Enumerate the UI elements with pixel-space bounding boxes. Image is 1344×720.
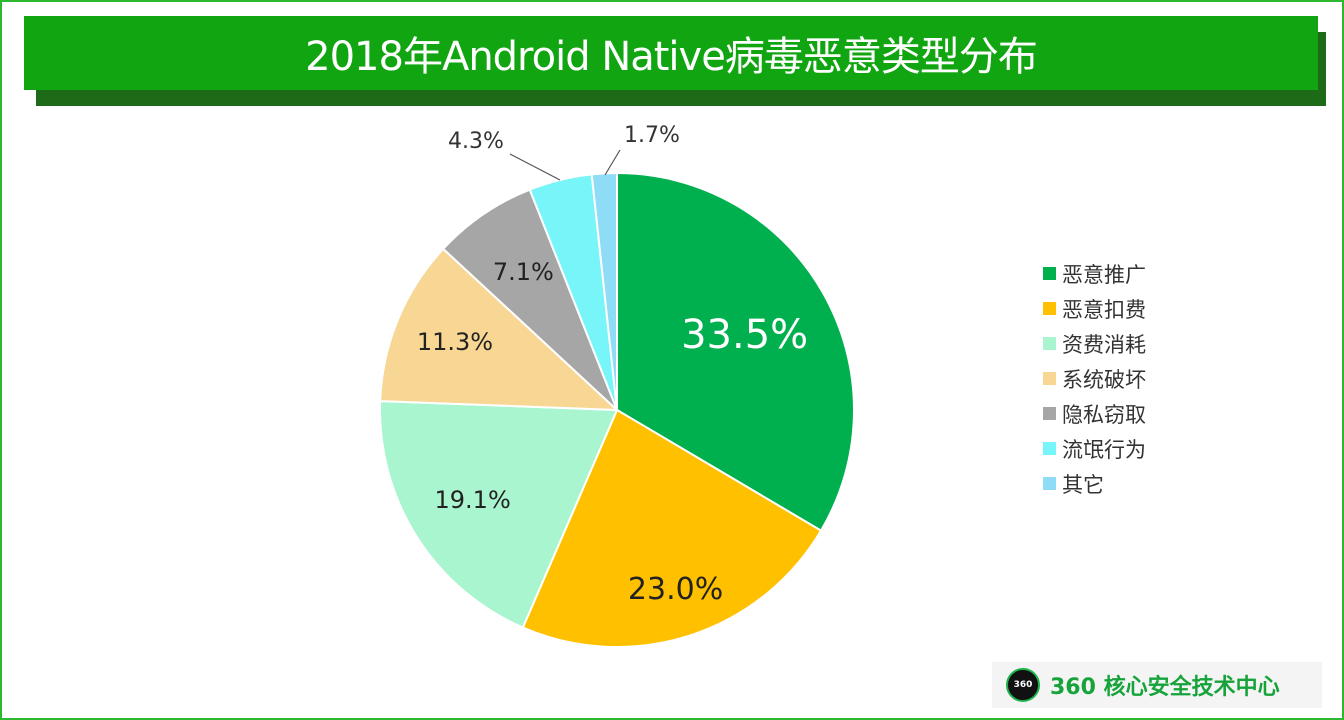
legend-label: 恶意扣费 [1062,297,1146,322]
legend-item-3: 资费消耗 [1043,326,1146,361]
pie-slice-5 [441,188,618,411]
pie-slice-4 [379,247,620,412]
legend-label: 其它 [1062,472,1104,497]
legend-swatch [1043,442,1056,455]
legend-label: 系统破坏 [1062,367,1146,392]
data-labels: 33.5% 23.0% 19.1% 11.3% 7.1% 4.3% 1.7% [417,123,808,607]
leader-line-7 [604,149,621,176]
pie-slice-2 [521,408,823,648]
brand-name: 360 核心安全技术中心 [1050,675,1280,700]
pie-slice-3 [379,400,619,629]
legend: 恶意推广恶意扣费资费消耗系统破坏隐私窃取流氓行为其它 [1043,256,1146,501]
data-label-1: 33.5% [681,312,808,358]
legend-swatch [1043,302,1056,315]
leader-lines [509,149,621,181]
legend-item-2: 恶意扣费 [1043,291,1146,326]
legend-label: 资费消耗 [1062,332,1146,357]
pie-slice-7 [590,171,618,411]
legend-item-7: 其它 [1043,466,1146,501]
legend-swatch [1043,372,1056,385]
legend-swatch [1043,267,1056,280]
data-label-5: 7.1% [493,258,554,286]
legend-label: 恶意推广 [1062,262,1146,287]
data-label-6: 4.3% [448,129,504,154]
pie-slice-1 [616,171,855,533]
brand-badge: 360 360 核心安全技术中心 [992,662,1322,708]
legend-swatch [1043,407,1056,420]
data-label-4: 11.3% [417,328,493,356]
brand-logo-text: 360 [1013,680,1033,690]
legend-item-1: 恶意推广 [1043,256,1146,291]
legend-swatch [1043,337,1056,350]
legend-item-4: 系统破坏 [1043,361,1146,396]
legend-swatch [1043,477,1056,490]
leader-line-6 [509,153,561,181]
pie-slices [379,171,855,648]
legend-item-5: 隐私窃取 [1043,396,1146,431]
title-bar: 2018年Android Native病毒恶意类型分布 [24,16,1318,90]
data-label-3: 19.1% [435,486,511,514]
chart-title: 2018年Android Native病毒恶意类型分布 [305,34,1038,80]
legend-label: 流氓行为 [1062,437,1146,462]
legend-label: 隐私窃取 [1062,402,1146,427]
data-label-7: 1.7% [624,123,680,148]
360-logo-icon: 360 [1006,668,1040,702]
data-label-2: 23.0% [628,572,723,607]
legend-item-6: 流氓行为 [1043,431,1146,466]
